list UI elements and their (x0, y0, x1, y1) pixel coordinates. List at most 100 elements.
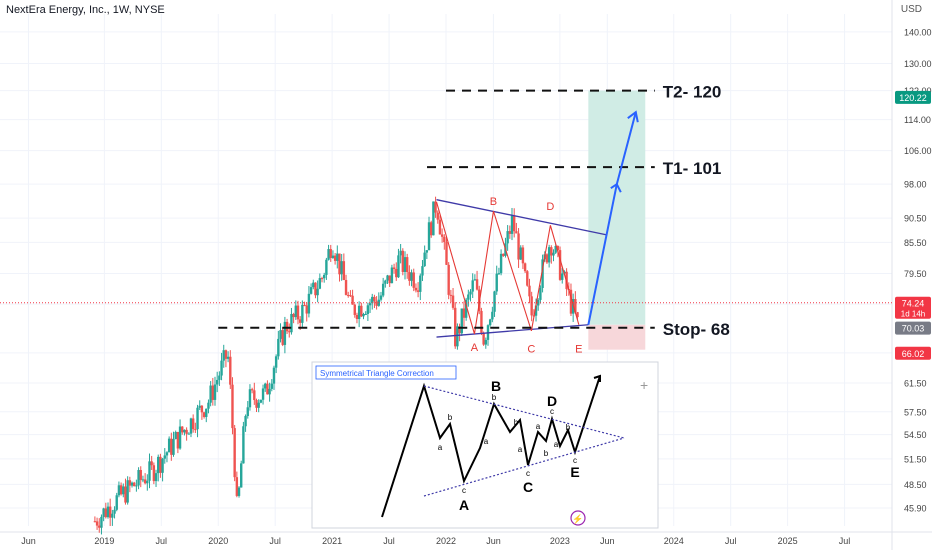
candle-body (226, 356, 230, 359)
candle-body (307, 293, 311, 314)
candle-body (333, 255, 337, 261)
candle-body (390, 267, 394, 284)
candle-body (373, 296, 376, 302)
candle-body (427, 222, 431, 251)
inset-wave (381, 375, 601, 518)
candle-body (292, 313, 295, 318)
x-tick-label: Jul (269, 536, 281, 546)
level-label: Stop- 68 (663, 320, 730, 339)
candle-body (401, 250, 405, 272)
x-tick-label: 2022 (436, 536, 456, 546)
candle-body (220, 360, 223, 376)
candle-body (242, 426, 245, 464)
candle-body (329, 249, 332, 259)
candle-body (471, 280, 474, 292)
candle-body (305, 305, 308, 314)
candle-body (561, 273, 564, 280)
price-badge-value: 74.24 (902, 299, 925, 309)
candle-body (499, 253, 503, 274)
candle-body (183, 429, 186, 433)
candle-body (480, 310, 483, 333)
candle-body (558, 250, 562, 280)
candle-body (517, 233, 520, 260)
y-tick-label: 79.50 (904, 269, 927, 279)
candle-body (360, 305, 363, 317)
inset-sublabel: c (462, 486, 466, 495)
y-tick-label: 90.50 (904, 214, 927, 224)
candle-body (556, 245, 560, 251)
candle-body (281, 330, 284, 345)
inset-sublabel: c (573, 456, 577, 465)
candle-body (128, 480, 132, 486)
candle-body (191, 418, 195, 430)
candle-body (274, 356, 278, 368)
candle-body (141, 479, 145, 481)
candle-body (495, 273, 498, 292)
inset-lower-line (423, 437, 625, 497)
candle-body (181, 426, 184, 433)
candle-body (421, 266, 424, 276)
candle-body (414, 287, 418, 291)
candle-body (395, 269, 398, 278)
candle-body (176, 431, 180, 449)
x-tick-label: 2024 (664, 536, 684, 546)
candle-body (399, 250, 402, 256)
candle-body (371, 296, 374, 304)
candle-body (202, 412, 206, 417)
inset-sublabel: c (526, 469, 530, 478)
candle-body (506, 231, 509, 244)
candle-body (178, 426, 182, 449)
candle-body (196, 407, 199, 430)
price-badge-countdown: 1d 14h (901, 310, 925, 319)
candle-body (554, 245, 557, 253)
y-tick-label: 45.90 (904, 503, 927, 513)
price-badge-value: 66.02 (902, 349, 925, 359)
candle-body (150, 461, 153, 466)
candle-body (98, 525, 101, 528)
level-label: T1- 101 (663, 159, 722, 178)
candle-body (430, 222, 433, 236)
candle-body (146, 480, 149, 484)
candle-body (135, 485, 138, 487)
candle-body (198, 405, 201, 408)
candle-body (259, 399, 263, 403)
candle-body (115, 495, 118, 510)
candle-body (419, 275, 422, 292)
candle-body (159, 456, 162, 473)
y-tick-label: 106.00 (904, 146, 932, 156)
candle-body (301, 304, 304, 323)
candle-body (375, 301, 378, 306)
x-tick-label: Jul (156, 536, 168, 546)
candle-body (462, 308, 466, 318)
candle-body (296, 305, 300, 320)
candle-body (366, 305, 370, 314)
candle-body (277, 338, 280, 357)
candle-body (469, 291, 472, 295)
candle-body (552, 252, 555, 256)
candle-body (95, 521, 99, 526)
candle-body (248, 389, 252, 408)
candle-body (137, 469, 140, 486)
inset-label-C: C (523, 479, 533, 495)
y-tick-label: 54.50 (904, 430, 927, 440)
candle-body (508, 231, 512, 234)
candle-body (392, 267, 396, 270)
candle-body (347, 294, 350, 296)
candle-body (351, 295, 354, 305)
inset-sublabel: b (492, 393, 497, 402)
inset-arrowhead (593, 374, 601, 382)
candle-body (170, 438, 173, 455)
inset-label-E: E (570, 464, 579, 480)
candle-body (119, 485, 123, 495)
candle-body (534, 305, 538, 316)
price-badge (895, 346, 931, 360)
candle-body (408, 272, 411, 281)
candle-body (512, 215, 516, 232)
candle-body (388, 275, 391, 284)
candle-body (458, 326, 461, 334)
wave-label-D: D (546, 201, 554, 213)
candle-body (257, 402, 260, 408)
y-tick-label: 57.50 (904, 407, 927, 417)
